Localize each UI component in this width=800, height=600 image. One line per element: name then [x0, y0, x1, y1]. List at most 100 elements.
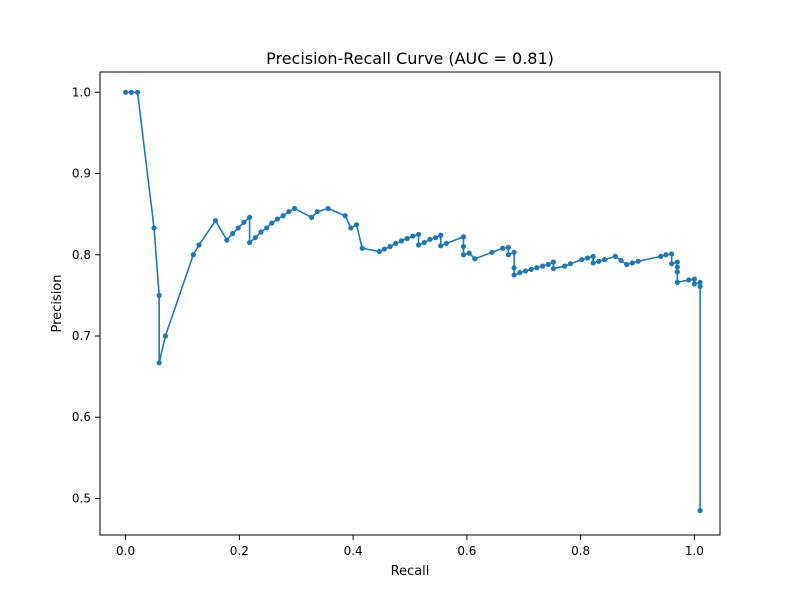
pr-curve-point [359, 245, 365, 251]
y-axis-label: Precision [50, 274, 65, 332]
pr-curve-point [309, 214, 315, 220]
pr-curve-point [438, 243, 444, 249]
pr-curve-point [393, 240, 399, 246]
pr-curve-point [528, 266, 534, 272]
pr-curve-point [697, 508, 703, 514]
pr-curve-point [505, 252, 511, 258]
pr-curve-point [156, 360, 162, 366]
pr-curve-point [567, 261, 574, 267]
y-tick-label: 0.6 [72, 410, 91, 424]
pr-curve-point [545, 261, 551, 268]
pr-curve-point [601, 257, 608, 263]
pr-curve-point [669, 251, 675, 257]
pr-curve-point [291, 205, 298, 212]
pr-curve-point [123, 89, 129, 95]
x-tick-label: 1.0 [685, 544, 704, 558]
chart-title: Precision-Recall Curve (AUC = 0.81) [266, 49, 554, 68]
pr-curve-point [443, 240, 449, 246]
pr-curve-point [162, 333, 169, 339]
pr-curve-point [286, 209, 292, 215]
pr-curve-point [511, 272, 517, 278]
pr-curve-point [629, 260, 636, 266]
pr-curve-point [697, 283, 703, 290]
x-axis-label: Recall [391, 564, 430, 579]
y-tick-label: 0.8 [72, 248, 91, 262]
x-tick-label: 0.8 [571, 544, 590, 558]
pr-curve-point [404, 235, 410, 242]
pr-curve-point [280, 213, 286, 219]
pr-curve-point [522, 268, 529, 274]
pr-curve-point [398, 238, 405, 244]
pr-curve-point [247, 239, 253, 246]
pr-curve-point [460, 234, 467, 240]
pr-curve-point [415, 231, 422, 238]
x-tick-label: 0.6 [457, 544, 476, 558]
pr-curve-point [325, 205, 331, 212]
pr-curve-point [381, 246, 387, 252]
x-tick-label: 0.0 [116, 544, 135, 558]
pr-curve-point [500, 245, 506, 251]
pr-curve-point [156, 292, 162, 298]
pr-curve-point [562, 263, 568, 269]
y-tick-label: 0.7 [72, 329, 91, 343]
pr-curve-point [663, 252, 669, 258]
pr-curve-point [353, 222, 360, 228]
pr-curve-point [674, 264, 680, 270]
pr-curve-point [460, 252, 467, 258]
pr-curve-point [190, 252, 196, 258]
pr-curve-point [674, 269, 680, 275]
pr-curve-point [376, 248, 382, 255]
pr-curve-point [511, 265, 517, 271]
pr-curve-point [674, 279, 680, 285]
pr-curve-point [489, 249, 495, 255]
pr-curve-point [438, 232, 444, 238]
y-tick-label: 1.0 [72, 85, 91, 99]
pr-curve-point [590, 253, 596, 259]
plot-area-frame [99, 71, 721, 536]
pr-curve-point [691, 276, 698, 282]
pr-curve-point [550, 265, 556, 272]
pr-curve-point [247, 214, 253, 220]
pr-curve-point [674, 259, 680, 265]
pr-curve-point [229, 231, 236, 237]
pr-curve-point [415, 242, 422, 248]
pr-curve-point [511, 249, 517, 255]
pr-curve-point [612, 253, 618, 259]
pr-curve-point [151, 225, 157, 231]
pr-curve-point [658, 253, 664, 259]
pr-curve-point [472, 256, 478, 262]
pr-curve-point [579, 257, 585, 263]
pr-curve-point [128, 89, 134, 95]
pr-curve-point [387, 244, 393, 250]
pr-curve-point [590, 260, 596, 266]
pr-curve-point [252, 235, 258, 241]
pr-curve-point [460, 244, 467, 250]
pr-curve-point [635, 258, 641, 264]
series-layer [123, 89, 703, 514]
pr-curve-point [534, 265, 540, 271]
pr-curve-point [539, 263, 546, 269]
y-tick-label: 0.9 [72, 167, 91, 181]
pr-curve-point [550, 259, 556, 265]
pr-curve-point [691, 281, 698, 287]
pr-curve-point [669, 261, 675, 267]
pr-curve-point [466, 250, 472, 256]
pr-curve-point [410, 233, 416, 239]
pr-curve-point [433, 235, 439, 241]
x-axis: 0.0 0.2 0.4 0.6 0.8 1.0 [116, 535, 704, 558]
pr-curve-point [264, 225, 270, 231]
pr-curve-point [421, 239, 427, 246]
pr-curve-point [342, 213, 348, 219]
pr-curve-point [624, 261, 630, 268]
pr-curve-point [517, 270, 523, 276]
pr-curve-point [235, 225, 241, 231]
pr-curve-point [212, 218, 219, 224]
y-tick-label: 0.5 [72, 491, 91, 505]
pr-curve-point [241, 219, 247, 225]
y-axis: 0.5 0.6 0.7 0.8 0.9 1.0 [72, 85, 100, 505]
pr-curve-point [584, 255, 591, 261]
pr-curve-point [274, 216, 281, 222]
pr-curve-point [427, 236, 433, 242]
pr-curve-point [686, 277, 692, 283]
